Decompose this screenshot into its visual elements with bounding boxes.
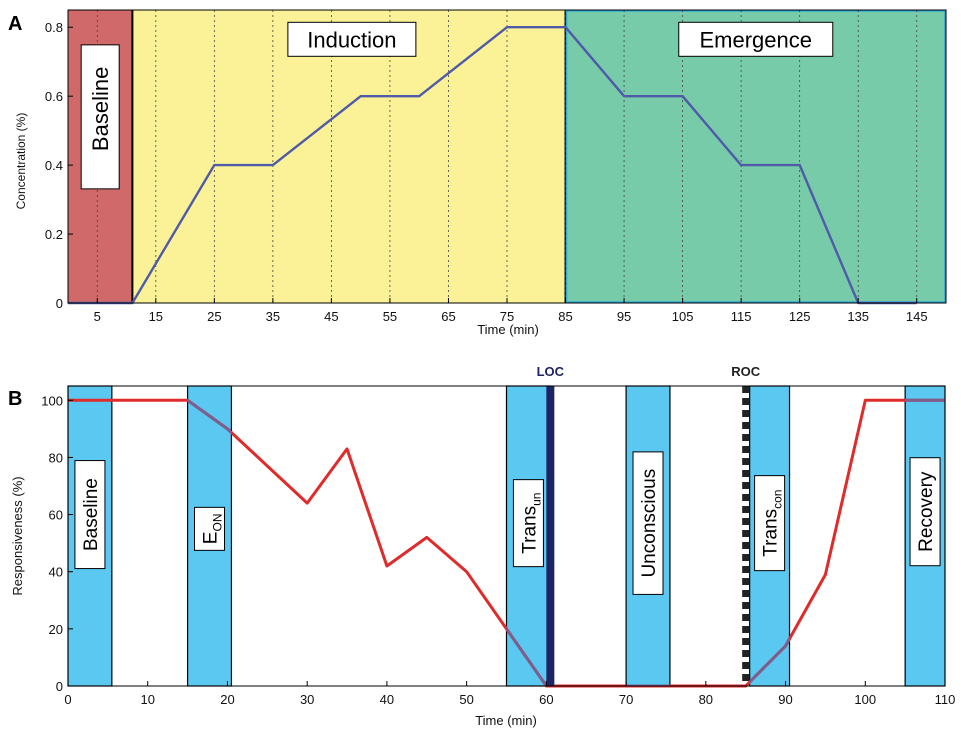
- window-label-recovery-box: [909, 457, 941, 567]
- y-tick-label: 0: [56, 296, 63, 311]
- y-tick-labels: 0 0.2 0.4 0.6 0.8: [45, 20, 63, 311]
- phase-band-outline: [565, 10, 946, 303]
- x-tick-label: 70: [619, 692, 633, 707]
- panel-a-letter: A: [8, 13, 22, 35]
- window-label-e-on: EON: [201, 514, 225, 545]
- x-axis-label: Time (min): [475, 713, 537, 728]
- panel-b-letter: B: [8, 388, 22, 410]
- y-tick-label: 0.8: [45, 20, 63, 35]
- x-tick-label: 105: [672, 309, 694, 324]
- window-label-baseline: Baseline: [81, 478, 102, 551]
- x-tick-label: 45: [324, 309, 338, 324]
- panel-b-responsiveness-chart: B LOC ROC Baseline EON Transun Unconscious Tr…: [8, 364, 955, 728]
- window-label-trans-con-subscript: con: [771, 490, 785, 509]
- marker-roc-label: ROC: [731, 364, 761, 379]
- y-tick-label: 0.2: [45, 227, 63, 242]
- x-tick-label: 145: [906, 309, 928, 324]
- x-tick-label: 100: [854, 692, 876, 707]
- phase-label-induction-box: [287, 21, 417, 57]
- y-tick-label: 0.6: [45, 89, 63, 104]
- phase-label-baseline-box: [80, 44, 120, 190]
- window-label-unconscious-box: [632, 451, 664, 595]
- x-tick-label: 65: [441, 309, 455, 324]
- y-axis-label: Concentration (%): [14, 113, 28, 210]
- y-tick-label: 80: [49, 450, 63, 465]
- window-label-e-on-subscript: ON: [211, 514, 225, 532]
- x-tick-label: 75: [500, 309, 514, 324]
- phase-labels: Baseline Induction Emergence: [80, 21, 834, 190]
- x-tick-label: 85: [558, 309, 572, 324]
- x-axis-label: Time (min): [477, 322, 539, 337]
- concentration-series: [68, 26, 917, 305]
- window-label-unconscious: Unconscious: [639, 469, 660, 578]
- x-tick-label: 55: [383, 309, 397, 324]
- y-tick-label: 0.4: [45, 158, 63, 173]
- window-labels: Baseline EON Transun Unconscious Transcon Rec…: [74, 451, 941, 595]
- y-tick-label: 20: [49, 622, 63, 637]
- y-tick-label: 0: [56, 679, 63, 694]
- x-tick-label: 5: [94, 309, 101, 324]
- x-tick-label: 30: [300, 692, 314, 707]
- axes: [67, 9, 947, 304]
- y-tick-label: 60: [49, 508, 63, 523]
- phase-label-emergence: Emergence: [700, 27, 813, 52]
- x-tick-label: 80: [699, 692, 713, 707]
- x-tick-label: 50: [459, 692, 473, 707]
- x-tick-label: 40: [380, 692, 394, 707]
- window-label-trans-un-subscript: un: [529, 493, 543, 506]
- concentration-line: [68, 26, 917, 305]
- window-label-trans-un-main: Trans: [519, 506, 540, 554]
- x-tick-labels: 0 10 20 30 40 50 60 70 80 90 100 110: [64, 692, 955, 707]
- phase-label-induction: Induction: [307, 27, 396, 52]
- x-tick-label: 125: [789, 309, 811, 324]
- axes: [67, 385, 946, 687]
- x-tick-label: 15: [149, 309, 163, 324]
- x-tick-label: 10: [140, 692, 154, 707]
- x-tick-label: 25: [207, 309, 221, 324]
- window-label-trans-un: Transun: [519, 493, 543, 554]
- y-tick-label: 40: [49, 565, 63, 580]
- window-label-trans-con-box: [754, 475, 786, 572]
- x-tick-label: 35: [266, 309, 280, 324]
- phase-band-emergence: [565, 10, 946, 303]
- event-markers: LOC ROC: [537, 364, 761, 686]
- phase-label-baseline: Baseline: [88, 67, 113, 151]
- y-tick-labels: 0 20 40 60 80 100: [41, 393, 63, 694]
- window-label-e-on-main: E: [201, 532, 222, 545]
- phase-band-induction: [132, 10, 566, 303]
- window-label-trans-un-box: [512, 479, 544, 568]
- marker-loc-label: LOC: [537, 364, 565, 379]
- window-label-recovery-main: Recovery: [916, 471, 937, 552]
- x-tick-label: 20: [220, 692, 234, 707]
- x-tick-label: 115: [731, 309, 752, 324]
- x-tick-label: 90: [778, 692, 792, 707]
- window-label-baseline-main: Baseline: [81, 478, 102, 551]
- x-tick-label: 0: [64, 692, 71, 707]
- plot-frame: [67, 385, 946, 687]
- window-label-unconscious-main: Unconscious: [639, 469, 660, 578]
- phase-label-emergence-box: [678, 21, 834, 57]
- window-label-baseline-box: [74, 460, 106, 570]
- x-tick-label: 135: [847, 309, 869, 324]
- y-axis-label: Responsiveness (%): [10, 476, 25, 595]
- window-label-recovery: Recovery: [916, 471, 937, 552]
- y-tick-label: 100: [41, 393, 63, 408]
- x-tick-label: 95: [617, 309, 631, 324]
- x-tick-label: 110: [935, 692, 956, 707]
- window-label-trans-con-main: Trans: [761, 509, 782, 557]
- window-label-trans-con: Transcon: [761, 490, 785, 557]
- phase-bands: [68, 10, 946, 303]
- panel-a-concentration-chart: A Baseline Induction Emergence 5 15 25 35 45 55…: [8, 9, 947, 337]
- x-tick-label: 60: [539, 692, 553, 707]
- window-label-e-on-box: [194, 506, 226, 551]
- x-tick-labels: 5 15 25 35 45 55 65 75 85 95 105 115 125 135 145: [94, 309, 928, 324]
